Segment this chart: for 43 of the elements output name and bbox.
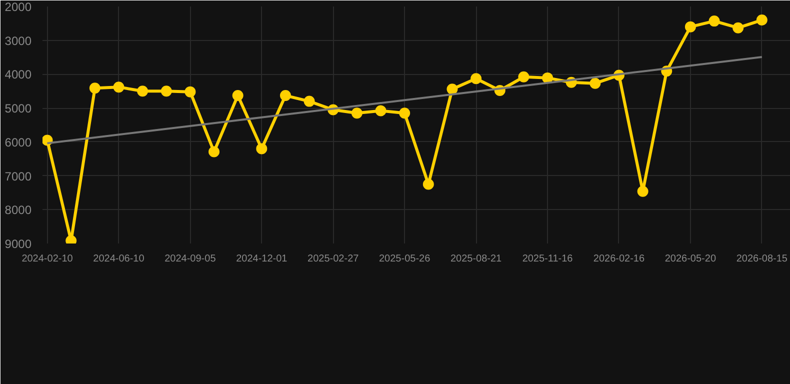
- y-tick-label: 3000: [4, 34, 32, 48]
- point: [518, 71, 530, 82]
- y-tick-label: 9000: [4, 237, 32, 251]
- point: [375, 105, 386, 116]
- point: [542, 72, 554, 84]
- x-tick-label: 2024-12-01: [236, 254, 288, 264]
- point: [446, 84, 458, 95]
- x-tick-label: 2024-02-10: [22, 254, 74, 264]
- x-tick-label: 2026-05-20: [664, 254, 716, 264]
- x-tick-label: 2024-09-05: [164, 254, 216, 264]
- point: [304, 96, 315, 107]
- point: [732, 22, 744, 34]
- point: [256, 143, 268, 154]
- x-tick-label: 2024-06-10: [93, 254, 145, 264]
- x-tick-label: 2025-05-26: [379, 254, 431, 264]
- point: [208, 146, 220, 158]
- point: [137, 86, 148, 97]
- point: [399, 108, 410, 119]
- point: [590, 78, 601, 89]
- point: [184, 86, 196, 98]
- point: [684, 21, 696, 32]
- y-tick-label: 4000: [4, 68, 32, 82]
- y-tick-label: 2000: [4, 0, 32, 14]
- point: [637, 186, 648, 197]
- point: [160, 86, 172, 97]
- x-tick-label: 2025-11-16: [522, 254, 574, 264]
- point: [351, 108, 362, 119]
- x-tick-label: 2026-02-16: [593, 254, 645, 264]
- point: [232, 90, 244, 102]
- y-tick-label: 6000: [4, 135, 32, 150]
- x-tick-label: 2025-02-27: [308, 254, 360, 264]
- point: [708, 16, 720, 27]
- y-tick-label: 7000: [4, 169, 32, 184]
- x-tick-label: 2025-08-21: [450, 254, 502, 264]
- point: [280, 90, 291, 102]
- point: [113, 82, 124, 93]
- y-tick-label: 5000: [4, 102, 32, 116]
- x-tick-label: 2026-08-15: [736, 254, 788, 264]
- y-tick-label: 8000: [4, 203, 32, 218]
- point: [89, 82, 100, 94]
- point: [756, 14, 768, 26]
- point: [422, 178, 434, 190]
- point: [470, 73, 482, 84]
